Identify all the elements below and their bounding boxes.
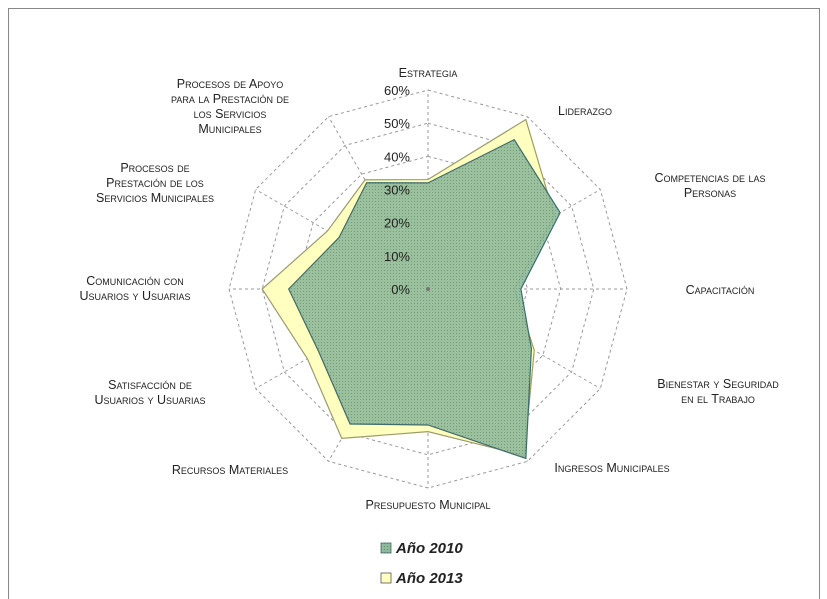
category-label: Satisfacción de Usuarios y Usuarias	[94, 378, 205, 407]
legend-label: Año 2013	[395, 570, 463, 587]
category-label: Comunicación con Usuarios y Usuarias	[79, 274, 190, 303]
grid-ring	[261, 122, 595, 456]
category-label: Bienestar y Seguridad en el Trabajo	[657, 377, 779, 406]
category-label: Estrategia	[399, 66, 458, 80]
radial-tick-label: 0%	[391, 282, 410, 297]
radial-tick-label: 30%	[384, 183, 410, 198]
radial-tick-label: 20%	[384, 216, 410, 231]
legend-label: Año 2010	[395, 540, 463, 557]
category-label: Competencias de las Personas	[655, 171, 766, 200]
category-label: Ingresos Municipales	[554, 461, 669, 475]
category-label: Capacitación	[686, 283, 755, 297]
category-label: Recursos Materiales	[172, 463, 288, 477]
radial-tick-label: 60%	[384, 83, 410, 98]
radial-tick-label: 10%	[384, 249, 410, 264]
category-label: Liderazgo	[558, 104, 612, 118]
category-label: Procesos de Apoyo para la Prestación de lo…	[171, 77, 289, 136]
center	[426, 287, 430, 291]
radial-tick-label: 40%	[384, 149, 410, 164]
radial-tick-label: 50%	[384, 116, 410, 131]
category-label: Procesos de Prestación de los Servicios Mu…	[96, 161, 214, 205]
series-area	[287, 138, 561, 460]
legend-swatch	[380, 542, 392, 554]
legend-swatch	[380, 572, 392, 584]
category-label: Presupuesto Municipal	[366, 498, 491, 512]
